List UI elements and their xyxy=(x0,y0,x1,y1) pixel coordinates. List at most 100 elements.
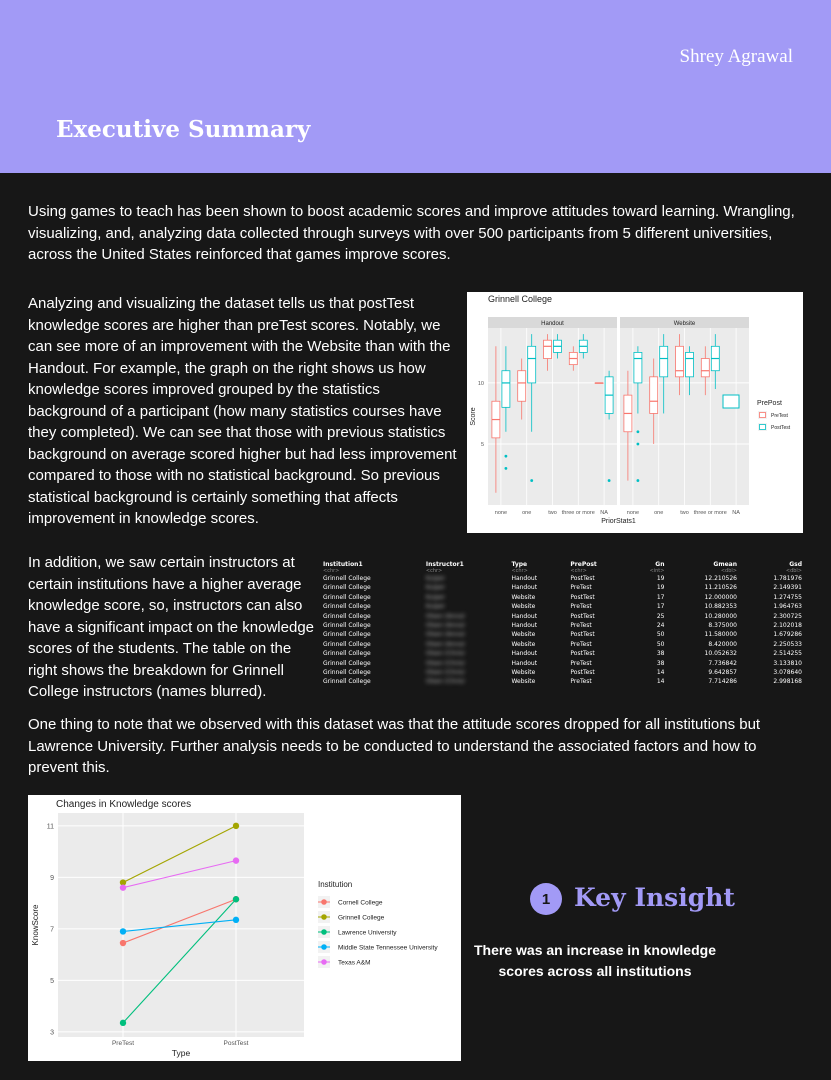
table-cell: 7.714286 xyxy=(708,678,737,686)
data-point xyxy=(232,822,240,830)
box-outlier xyxy=(636,430,640,434)
table-cell: PostTest xyxy=(570,650,595,658)
instructor-table: Institution1 Instructor1 Type PrePost Gn Gmea… xyxy=(321,561,804,687)
table-cell-instructor-blurred: Kuiper xyxy=(425,593,445,601)
table-row: Grinnell College Olsen (Chris) Handout Post… xyxy=(321,649,804,658)
table-row: Grinnell College Olsen (Chris) Handout PreT… xyxy=(321,659,804,668)
table-cell: Grinnell College xyxy=(323,622,371,630)
facet-strip xyxy=(488,317,617,328)
table-cell: Grinnell College xyxy=(323,678,371,686)
x-tick-label: PostTest xyxy=(224,1040,249,1047)
table-cell: 1.781976 xyxy=(773,575,802,582)
table-type-row: <chr> <chr> <chr> <chr> <int> <dbl> <dbl> xyxy=(321,568,804,574)
instructors-paragraph: In addition, we saw certain instructors … xyxy=(28,554,315,700)
table-cell-instructor-blurred: Kuiper xyxy=(425,603,445,611)
table-cell: 38 xyxy=(656,659,665,667)
table-cell: 2.998168 xyxy=(773,678,802,686)
table-row: Grinnell College Kuiper Website PreTest 17 10… xyxy=(321,602,804,611)
table-column-header: Gsd xyxy=(789,561,802,568)
table-cell: 3.133810 xyxy=(773,659,802,667)
table-row: Grinnell College Olsen (Chris) Website PreT… xyxy=(321,677,804,686)
table-cell: 24 xyxy=(656,622,665,630)
y-tick-label: 5 xyxy=(481,442,484,448)
box xyxy=(517,370,527,402)
table-cell: 2.514255 xyxy=(773,650,802,658)
table-column-type: <dbl> xyxy=(720,568,737,574)
table-cell: 2.250533 xyxy=(773,640,802,648)
box-outlier xyxy=(636,442,640,446)
data-point xyxy=(119,1019,127,1027)
series-line xyxy=(122,860,237,889)
legend-label: PreTest xyxy=(771,413,789,419)
box xyxy=(675,345,684,378)
table-column-header: Gmean xyxy=(713,561,737,568)
table-cell: Website xyxy=(511,678,536,686)
boxplot-title: Grinnell College xyxy=(488,294,552,304)
insight-title: Key Insight xyxy=(574,883,735,912)
box xyxy=(659,345,669,378)
x-tick-label: three or more xyxy=(562,510,595,516)
table-column-header: Gn xyxy=(655,561,665,568)
table-cell: PostTest xyxy=(570,575,595,582)
table-cell-instructor-blurred: Kuiper xyxy=(425,575,445,582)
table-cell-instructor-blurred: Olsen (Chris) xyxy=(425,669,465,677)
table-cell: 12.000000 xyxy=(704,593,737,601)
data-point xyxy=(119,879,127,886)
table-row: Grinnell College Olsen (Anna) Handout PreTe… xyxy=(321,621,804,630)
table-cell: 7.736842 xyxy=(708,659,737,667)
box xyxy=(527,345,537,384)
linechart-figure: Changes in Knowledge scores 3 5 7 9 11 PreTest… xyxy=(28,795,461,1061)
table-cell: PreTest xyxy=(570,659,592,667)
table-cell: 17 xyxy=(656,593,665,601)
table-cell: 14 xyxy=(656,669,665,677)
table-cell: PreTest xyxy=(570,584,592,592)
boxplot-chart: Grinnell College Handout none one two three o… xyxy=(470,294,791,525)
box-outlier xyxy=(636,479,640,482)
table-cell: 2.149391 xyxy=(773,584,802,592)
author-name: Shrey Agrawal xyxy=(679,46,793,67)
table-cell: Grinnell College xyxy=(323,593,371,601)
legend-label: Middle State Tennessee University xyxy=(338,945,438,952)
box xyxy=(649,376,659,414)
x-tick-label: none xyxy=(627,510,639,516)
box-outlier xyxy=(607,479,611,482)
x-tick-label: one xyxy=(522,510,531,516)
table-cell: PostTest xyxy=(570,612,595,620)
legend-label: Texas A&M xyxy=(338,960,371,967)
table-cell: PostTest xyxy=(570,631,595,639)
table-cell: 1.679286 xyxy=(773,631,802,639)
table-cell: Handout xyxy=(511,575,538,582)
x-axis-label: PriorStats1 xyxy=(601,518,636,525)
table-cell: Handout xyxy=(511,650,538,658)
legend-key xyxy=(759,424,766,430)
table-cell-instructor-blurred: Olsen (Anna) xyxy=(425,631,465,639)
facet-strip xyxy=(620,317,749,328)
data-point xyxy=(119,884,127,891)
table-cell: 10.052632 xyxy=(704,650,737,658)
legend-key-point xyxy=(321,899,327,905)
table-cell: Website xyxy=(511,640,536,648)
box-outlier xyxy=(504,466,508,470)
table-cell: Website xyxy=(511,593,536,601)
intro-paragraph: Using games to teach has been shown to b… xyxy=(28,203,795,263)
y-tick-label: 9 xyxy=(50,875,54,882)
table-cell: 1.964763 xyxy=(773,603,802,611)
legend-box-extra xyxy=(722,394,740,409)
table-cell: Grinnell College xyxy=(323,640,371,648)
table-cell-instructor-blurred: Olsen (Anna) xyxy=(425,612,465,620)
table-column-header: Type xyxy=(511,561,528,568)
table-cell: 8.420000 xyxy=(708,640,737,648)
data-point xyxy=(232,896,240,903)
table-column-type: <chr> xyxy=(323,568,340,574)
box-outlier xyxy=(504,454,508,458)
series-line xyxy=(122,825,237,884)
table-cell: 1.274755 xyxy=(773,593,802,601)
table-column-type: <chr> xyxy=(511,568,528,574)
insight-number-badge: 1 xyxy=(530,883,562,915)
facet-label: Website xyxy=(674,321,696,327)
attitude-paragraph: One thing to note that we observed with … xyxy=(28,716,761,776)
table-cell-instructor-blurred: Olsen (Chris) xyxy=(425,659,465,667)
table-row: Grinnell College Olsen (Anna) Website PostT… xyxy=(321,630,804,639)
table-row: Grinnell College Olsen (Chris) Website Post… xyxy=(321,668,804,677)
legend-title: PrePost xyxy=(757,400,782,407)
